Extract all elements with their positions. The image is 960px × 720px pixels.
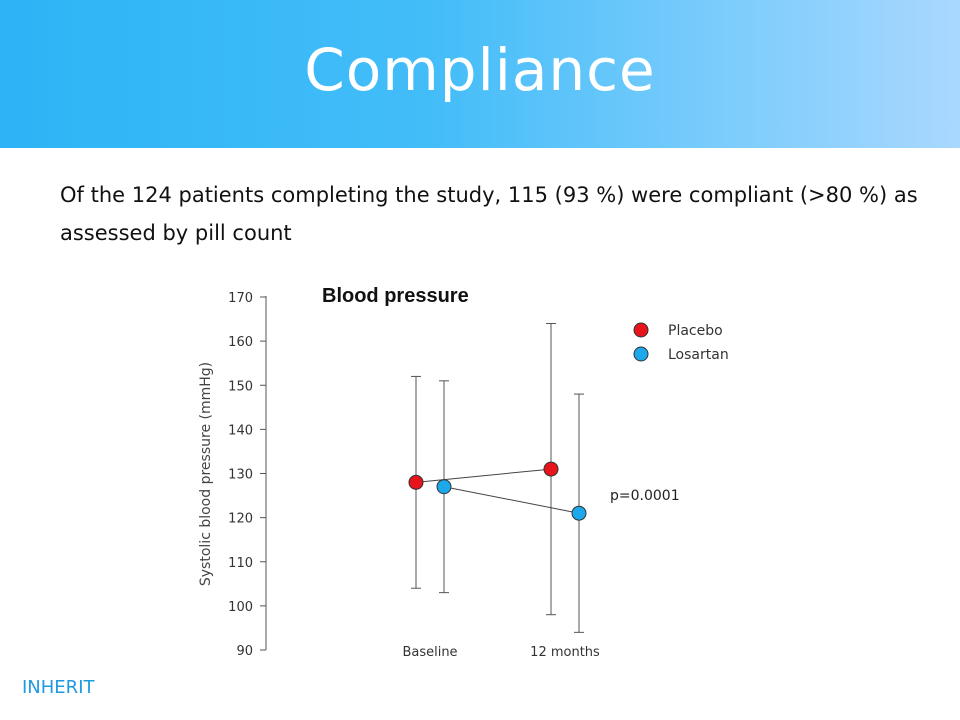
series-points (408, 461, 587, 521)
y-tick-label: 130 (228, 468, 253, 483)
chart-title: Blood pressure (322, 285, 469, 307)
compliance-statement: Of the 124 patients completing the study… (60, 183, 918, 245)
y-tick-label: 160 (228, 335, 253, 350)
legend: Placebo Losartan (633, 322, 729, 363)
y-tick-label: 140 (228, 423, 253, 438)
data-point (571, 505, 587, 521)
y-tick-label: 110 (228, 556, 253, 571)
footer-label: INHERIT (22, 677, 95, 698)
data-point (408, 474, 424, 490)
y-axis-ticks: 90 100 110 120 130 140 150 160 170 (228, 291, 266, 659)
y-tick-label: 150 (228, 379, 253, 394)
series-line (443, 486, 580, 514)
legend-marker (633, 322, 649, 338)
title-banner: Compliance (0, 0, 960, 148)
series-lines (415, 468, 580, 514)
slide-title: Compliance (304, 36, 656, 104)
data-point (543, 461, 559, 477)
y-tick-label: 120 (228, 512, 253, 527)
p-value-annotation: p=0.0001 (610, 488, 680, 504)
legend-marker (633, 346, 649, 362)
x-tick-label: Baseline (402, 645, 457, 660)
legend-label: Placebo (668, 323, 723, 339)
y-tick-label: 170 (228, 291, 253, 306)
y-axis-title: Systolic blood pressure (mmHg) (198, 362, 214, 586)
data-point (436, 479, 452, 495)
x-tick-label: 12 months (530, 645, 600, 660)
legend-label: Losartan (668, 347, 729, 363)
x-axis-labels: Baseline 12 months (402, 645, 600, 660)
error-bars (411, 322, 584, 633)
series-line (415, 468, 552, 483)
y-tick-label: 100 (228, 600, 253, 615)
y-tick-label: 90 (236, 644, 253, 659)
